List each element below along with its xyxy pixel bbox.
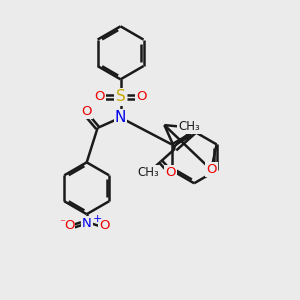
Text: O: O: [165, 166, 176, 179]
Text: CH₃: CH₃: [138, 166, 160, 179]
Text: O: O: [136, 91, 147, 103]
Text: CH₃: CH₃: [178, 120, 200, 133]
Text: O: O: [64, 220, 74, 232]
Text: O: O: [206, 163, 217, 176]
Text: S: S: [116, 89, 125, 104]
Text: O: O: [81, 105, 92, 118]
Text: O: O: [99, 220, 110, 232]
Text: O: O: [94, 91, 105, 103]
Text: ⁻: ⁻: [60, 218, 65, 228]
Text: N: N: [115, 110, 126, 125]
Text: +: +: [93, 214, 103, 224]
Text: N: N: [82, 217, 92, 230]
